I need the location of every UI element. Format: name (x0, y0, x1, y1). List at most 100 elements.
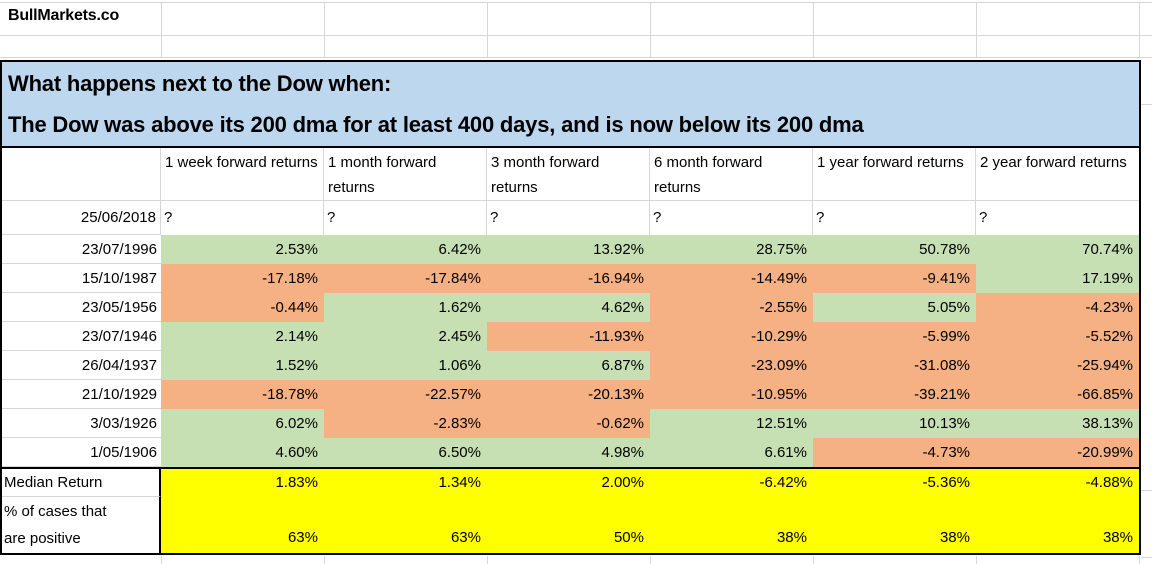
row-date-cell[interactable]: 15/10/1987 (2, 264, 161, 293)
row-label-cell[interactable]: Median Return (2, 469, 161, 497)
return-cell[interactable]: 1.52% (161, 351, 324, 380)
return-cell[interactable]: -4.23% (976, 293, 1139, 322)
column-header-cell[interactable]: 2 year forward returns (976, 148, 1139, 201)
row-date-cell[interactable]: 25/06/2018 (2, 201, 161, 235)
return-cell[interactable]: -2.55% (650, 293, 813, 322)
table-row: 1/05/1906 4.60% 6.50% 4.98% 6.61% -4.73% -20.9… (2, 438, 1139, 467)
median-value-cell[interactable]: -6.42% (650, 469, 813, 497)
return-cell[interactable]: 6.50% (324, 438, 487, 467)
return-cell[interactable]: -31.08% (813, 351, 976, 380)
column-header-cell[interactable]: 1 year forward returns (813, 148, 976, 201)
return-cell[interactable]: -25.94% (976, 351, 1139, 380)
row-date-cell[interactable]: 23/07/1946 (2, 322, 161, 351)
return-cell[interactable]: 17.19% (976, 264, 1139, 293)
header-corner-cell[interactable] (2, 148, 161, 201)
row-date-cell[interactable]: 23/05/1956 (2, 293, 161, 322)
return-cell[interactable]: -0.62% (487, 409, 650, 438)
percent-positive-row: % of cases that are positive 63% 63% 50% 38… (2, 497, 1139, 553)
pending-value-cell[interactable]: ? (979, 209, 988, 226)
return-cell[interactable]: 70.74% (976, 235, 1139, 264)
return-cell[interactable]: -23.09% (650, 351, 813, 380)
return-cell[interactable]: -16.94% (487, 264, 650, 293)
return-cell[interactable]: -17.84% (324, 264, 487, 293)
column-header-cell[interactable]: 3 month forward returns (487, 148, 650, 201)
return-cell[interactable]: 2.53% (161, 235, 324, 264)
percent-positive-cell[interactable]: 38% (976, 497, 1139, 553)
gridline (976, 2, 977, 58)
gridline (1139, 2, 1140, 58)
table-row: 21/10/1929 -18.78% -22.57% -20.13% -10.95% -3… (2, 380, 1139, 409)
median-value-cell[interactable]: -5.36% (813, 469, 976, 497)
gridline (650, 2, 651, 58)
pending-value-cell[interactable]: ? (650, 201, 813, 235)
return-cell[interactable]: 6.02% (161, 409, 324, 438)
return-cell[interactable]: 10.13% (813, 409, 976, 438)
return-cell[interactable]: -2.83% (324, 409, 487, 438)
row-date-cell[interactable]: 23/07/1996 (2, 235, 161, 264)
return-cell[interactable]: -39.21% (813, 380, 976, 409)
return-cell[interactable]: 12.51% (650, 409, 813, 438)
percent-positive-cell[interactable]: 38% (650, 497, 813, 553)
return-cell[interactable]: -5.52% (976, 322, 1139, 351)
percent-positive-cell[interactable]: 38% (813, 497, 976, 553)
gridline (1141, 104, 1152, 105)
return-cell[interactable]: -10.95% (650, 380, 813, 409)
median-value-cell[interactable]: 1.34% (324, 469, 487, 497)
return-cell[interactable]: 4.60% (161, 438, 324, 467)
row-date-cell[interactable]: 1/05/1906 (2, 438, 161, 467)
pending-value-cell[interactable]: ? (161, 201, 324, 235)
returns-table: 1 week forward returns 1 month forward re… (0, 148, 1141, 555)
return-cell[interactable]: -17.18% (161, 264, 324, 293)
median-value-cell[interactable]: 1.83% (161, 469, 324, 497)
return-cell[interactable]: 6.61% (650, 438, 813, 467)
row-date-cell[interactable]: 3/03/1926 (2, 409, 161, 438)
median-value-cell[interactable]: 2.00% (487, 469, 650, 497)
percent-positive-cell[interactable]: 50% (487, 497, 650, 553)
return-cell[interactable]: 2.45% (324, 322, 487, 351)
return-cell[interactable]: -5.99% (813, 322, 976, 351)
return-cell[interactable]: -0.44% (161, 293, 324, 322)
return-cell[interactable]: 2.14% (161, 322, 324, 351)
title-line-2: The Dow was above its 200 dma for at lea… (8, 112, 864, 137)
pending-value-cell[interactable]: ? (324, 201, 487, 235)
return-cell[interactable]: 6.42% (324, 235, 487, 264)
row-date-cell[interactable]: 21/10/1929 (2, 380, 161, 409)
return-cell[interactable]: -9.41% (813, 264, 976, 293)
table-row: 15/10/1987 -17.18% -17.84% -16.94% -14.49% -9… (2, 264, 1139, 293)
row-label-cell[interactable]: % of cases that are positive (2, 497, 161, 553)
return-cell[interactable]: 50.78% (813, 235, 976, 264)
brand-cell[interactable]: BullMarkets.co (8, 7, 120, 24)
return-cell[interactable]: -10.29% (650, 322, 813, 351)
return-cell[interactable]: 6.87% (487, 351, 650, 380)
return-cell[interactable]: -4.73% (813, 438, 976, 467)
return-cell[interactable]: 13.92% (487, 235, 650, 264)
percent-positive-cell[interactable]: 63% (324, 497, 487, 553)
pending-value-cell[interactable]: ? (487, 201, 650, 235)
return-cell[interactable]: 38.13% (976, 409, 1139, 438)
return-cell[interactable]: 1.62% (324, 293, 487, 322)
return-cell[interactable]: -18.78% (161, 380, 324, 409)
row-date-cell[interactable]: 26/04/1937 (2, 351, 161, 380)
column-header-cell[interactable]: 1 week forward returns (161, 148, 324, 201)
return-cell[interactable]: -20.13% (487, 380, 650, 409)
table-row: 26/04/1937 1.52% 1.06% 6.87% -23.09% -31.08% -… (2, 351, 1139, 380)
return-cell[interactable]: 5.05% (813, 293, 976, 322)
gridline (0, 35, 1152, 36)
return-cell[interactable]: -11.93% (487, 322, 650, 351)
return-cell[interactable]: -66.85% (976, 380, 1139, 409)
median-value-cell[interactable]: -4.88% (976, 469, 1139, 497)
return-cell[interactable]: 28.75% (650, 235, 813, 264)
return-cell[interactable]: -20.99% (976, 438, 1139, 467)
gridline (0, 2, 1152, 3)
return-cell[interactable]: 4.98% (487, 438, 650, 467)
gridline (324, 556, 325, 564)
return-cell[interactable]: -22.57% (324, 380, 487, 409)
column-header-cell[interactable]: 1 month forward returns (324, 148, 487, 201)
column-header-cell[interactable]: 6 month forward returns (650, 148, 813, 201)
header-row: 1 week forward returns 1 month forward re… (2, 148, 1139, 201)
percent-positive-cell[interactable]: 63% (161, 497, 324, 553)
return-cell[interactable]: -14.49% (650, 264, 813, 293)
pending-value-cell[interactable]: ? (813, 201, 976, 235)
return-cell[interactable]: 4.62% (487, 293, 650, 322)
return-cell[interactable]: 1.06% (324, 351, 487, 380)
